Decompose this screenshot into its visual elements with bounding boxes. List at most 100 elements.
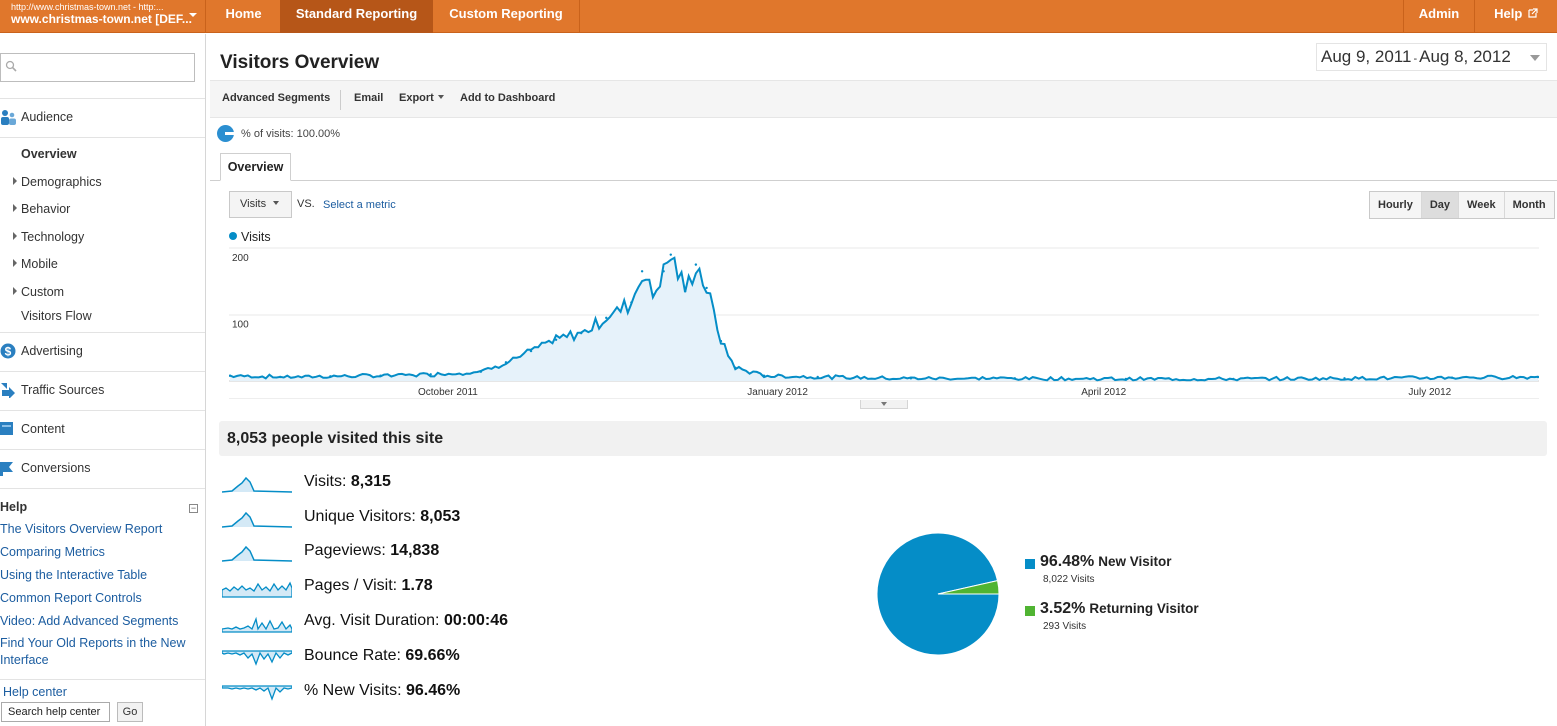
sidebar-item-label: Demographics — [21, 175, 102, 189]
account-selector[interactable]: http://www.christmas-town.net - http:...… — [0, 0, 206, 33]
divider — [0, 488, 205, 489]
chart-data-point[interactable] — [694, 263, 698, 266]
sidebar-item-visitors-flow[interactable]: Visitors Flow — [21, 309, 92, 323]
help-heading: Help — [0, 500, 28, 514]
sidebar-item-content[interactable]: Content — [0, 411, 205, 449]
sidebar-item-audience[interactable]: Audience — [0, 99, 205, 137]
go-button[interactable]: Go — [117, 702, 143, 722]
sidebar-item-technology[interactable]: Technology — [13, 230, 84, 244]
sidebar-item-custom[interactable]: Custom — [13, 285, 64, 299]
chart-data-point[interactable] — [278, 375, 282, 379]
chart-data-point[interactable] — [379, 374, 382, 377]
help-link[interactable]: Video: Add Advanced Segments — [0, 614, 179, 628]
chart-data-point[interactable] — [762, 374, 766, 377]
sidebar-item-demographics[interactable]: Demographics — [13, 175, 102, 189]
chart-data-point[interactable] — [1124, 377, 1128, 381]
metric-label: Avg. Visit Duration: — [304, 612, 440, 629]
chart-data-point[interactable] — [329, 375, 332, 378]
week-button[interactable]: Week — [1458, 192, 1504, 218]
sidebar-item-overview[interactable]: Overview — [21, 147, 77, 161]
chart-data-point[interactable] — [579, 331, 583, 335]
help-link[interactable]: Common Report Controls — [0, 591, 142, 605]
sidebar-item-label: Advertising — [21, 344, 83, 358]
chart-data-point[interactable] — [1013, 377, 1016, 380]
date-end: Aug 8, 2012 — [1419, 47, 1511, 66]
chart-data-point[interactable] — [669, 253, 672, 256]
sidebar-search-input[interactable] — [0, 53, 195, 82]
x-tick-label: April 2012 — [1081, 387, 1126, 398]
date-separator: - — [1413, 53, 1418, 65]
chart-data-point[interactable] — [1450, 376, 1454, 379]
expand-arrow-icon — [13, 232, 17, 240]
account-url: http://www.christmas-town.net - http:... — [11, 2, 164, 12]
select-metric-link[interactable]: Select a metric — [323, 199, 396, 211]
chart-data-point[interactable] — [640, 270, 644, 273]
chart-data-point[interactable] — [554, 338, 558, 341]
account-name: www.christmas-town.net [DEF... — [11, 12, 192, 26]
expand-arrow-icon — [13, 177, 17, 185]
chart-data-point[interactable] — [1232, 377, 1235, 381]
sidebar-item-advertising[interactable]: $ Advertising — [0, 333, 205, 371]
help-link[interactable]: Comparing Metrics — [0, 545, 105, 559]
pie-slice-returning-visitor[interactable] — [937, 580, 1000, 595]
search-icon — [5, 60, 17, 72]
top-nav-bar: http://www.christmas-town.net - http:...… — [0, 0, 1557, 33]
day-button[interactable]: Day — [1420, 192, 1459, 218]
chart-data-point[interactable] — [479, 370, 483, 373]
add-to-dashboard-button[interactable]: Add to Dashboard — [460, 92, 556, 104]
chart-resize-handle[interactable] — [860, 400, 908, 409]
help-search-input[interactable]: Search help center — [1, 702, 110, 722]
nav-admin[interactable]: Admin — [1403, 0, 1475, 33]
tab-overview[interactable]: Overview — [220, 153, 291, 181]
chart-data-point[interactable] — [705, 286, 708, 290]
metric-dropdown[interactable]: Visits — [229, 191, 292, 218]
chart-data-point[interactable] — [734, 366, 737, 369]
chart-legend[interactable]: Visits — [229, 230, 271, 244]
sidebar-item-label: Content — [21, 422, 65, 436]
chart-data-point[interactable] — [816, 375, 819, 379]
help-link[interactable]: Find Your Old Reports in the New Interfa… — [0, 636, 186, 667]
chart-data-point[interactable] — [1343, 377, 1346, 380]
collapse-icon[interactable]: − — [189, 503, 198, 513]
sidebar-item-mobile[interactable]: Mobile — [13, 257, 58, 271]
help-link[interactable]: The Visitors Overview Report — [0, 522, 163, 536]
chart-data-point[interactable] — [719, 339, 723, 343]
traffic-arrows-icon — [1, 383, 15, 398]
sidebar-item-conversions[interactable]: Conversions — [0, 450, 205, 488]
svg-text:$: $ — [5, 344, 12, 358]
chart-data-point[interactable] — [683, 290, 687, 293]
advanced-segments-button[interactable]: Advanced Segments — [222, 92, 331, 104]
sidebar-item-behavior[interactable]: Behavior — [13, 202, 70, 216]
nav-help[interactable]: Help — [1475, 0, 1557, 33]
chart-data-point[interactable] — [605, 316, 608, 320]
y-tick-label: 200 — [232, 253, 249, 264]
help-center-link[interactable]: Help center — [3, 685, 67, 699]
nav-custom-reporting[interactable]: Custom Reporting — [433, 0, 580, 33]
export-button[interactable]: Export — [399, 92, 444, 104]
metric-label: Visits: — [304, 473, 347, 490]
hourly-button[interactable]: Hourly — [1370, 192, 1421, 218]
nav-home[interactable]: Home — [225, 6, 262, 21]
chart-data-point[interactable] — [229, 374, 232, 377]
chart-data-point[interactable] — [662, 270, 665, 273]
sidebar-item-traffic-sources[interactable]: Traffic Sources — [0, 372, 205, 410]
help-link[interactable]: Using the Interactive Table — [0, 568, 148, 582]
sparkline-avg-visit-duration — [222, 616, 292, 633]
visits-chart[interactable]: 100 200 October 2011 January 2012 April 201… — [229, 247, 1539, 399]
metric-value: 69.66% — [405, 647, 460, 664]
x-tick-label: October 2011 — [418, 387, 478, 398]
dollar-icon: $ — [0, 343, 16, 359]
chart-data-point[interactable] — [529, 349, 533, 353]
chart-data-point[interactable] — [429, 373, 432, 376]
visitor-type-pie-chart[interactable] — [876, 532, 1000, 656]
nav-standard-reporting[interactable]: Standard Reporting — [280, 0, 433, 33]
sparkline-pages-per-visit — [222, 581, 292, 598]
chart-data-point[interactable] — [651, 293, 655, 296]
email-button[interactable]: Email — [354, 92, 384, 104]
chart-data-point[interactable] — [1536, 375, 1539, 379]
chart-data-point[interactable] — [504, 361, 508, 364]
chart-data-point[interactable] — [630, 301, 633, 304]
chart-data-point[interactable] — [909, 377, 913, 380]
month-button[interactable]: Month — [1503, 192, 1554, 218]
date-range-selector[interactable]: Aug 9, 2011- Aug 8, 2012 — [1316, 43, 1547, 71]
